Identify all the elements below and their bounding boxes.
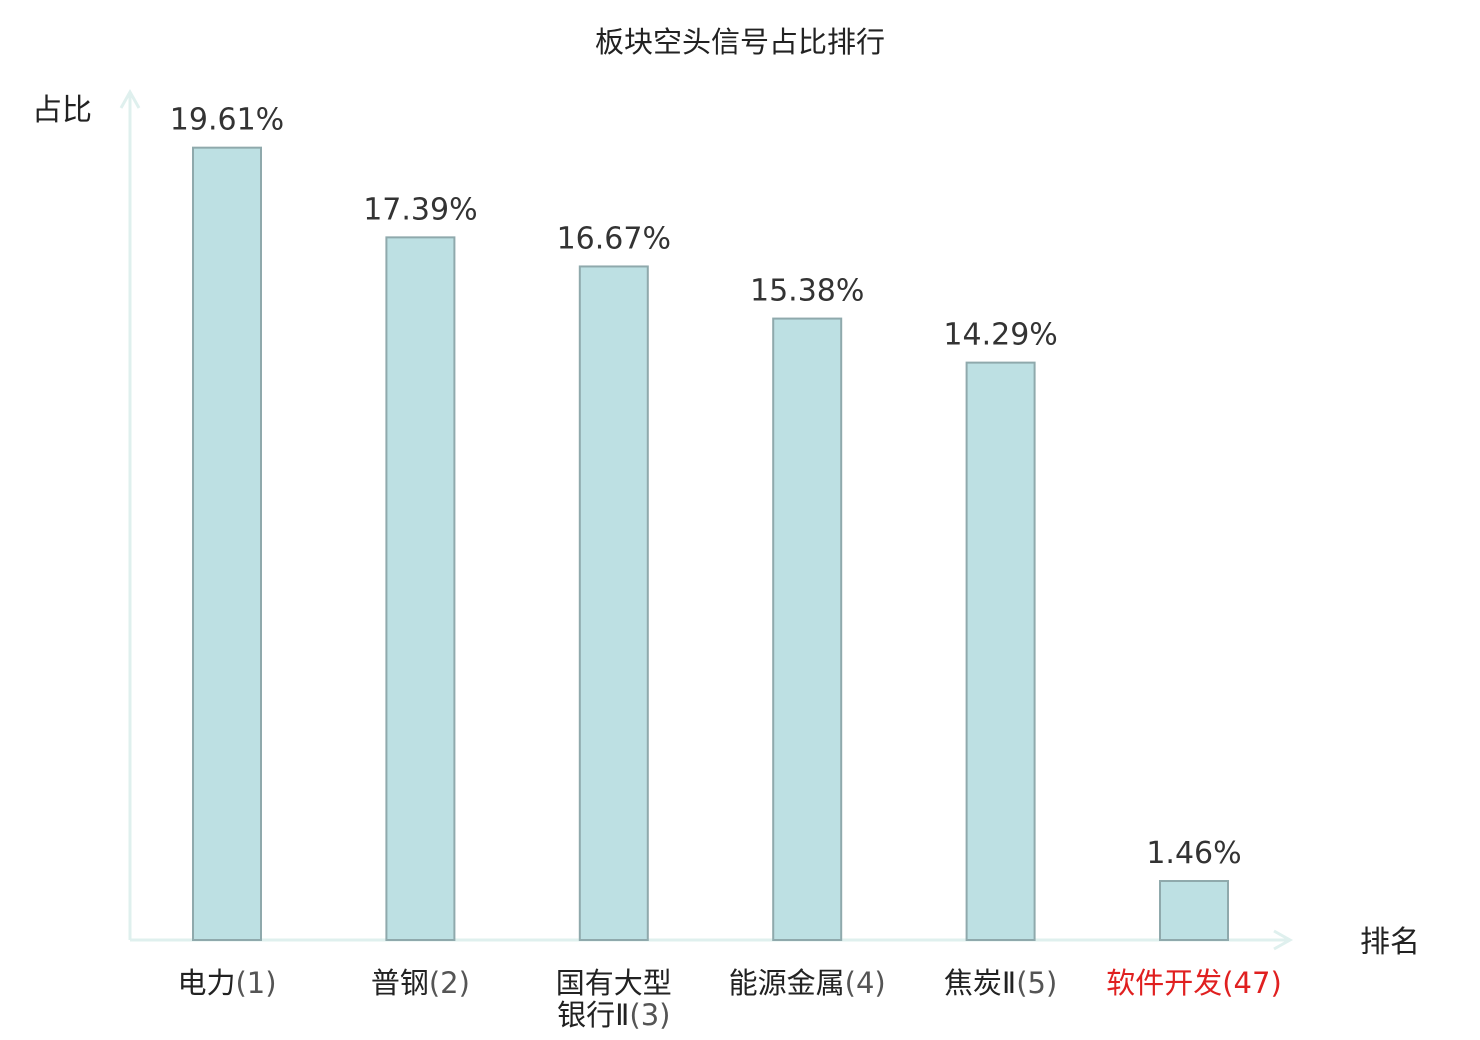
tick-label-name: 能源金属 (729, 966, 845, 1000)
bar (578, 265, 649, 941)
tick-label-rank: (47) (1222, 966, 1282, 1000)
tick-label-name: 普钢 (371, 966, 429, 1000)
tick-label-rank: (4) (845, 966, 886, 1000)
tick-label: 软件开发(47) (1106, 966, 1282, 1000)
bar (385, 236, 456, 941)
tick-label-name: 软件开发 (1106, 966, 1222, 1000)
tick-label: 能源金属(4) (729, 966, 886, 1000)
tick-label: 普钢(2) (371, 966, 470, 1000)
tick-label-rank: (3) (629, 998, 670, 1032)
tick-label-name: 银行Ⅱ (557, 998, 629, 1032)
bar (772, 317, 843, 941)
data-label: 19.61% (170, 103, 284, 138)
bars (192, 146, 1229, 942)
value-labels: 19.61% 17.39% 16.67% 15.38% 14.29% 1.46% (170, 103, 1242, 871)
data-label: 15.38% (750, 274, 864, 309)
data-label: 16.67% (557, 221, 671, 256)
tick-label: 国有大型 (556, 966, 672, 1000)
data-label: 14.29% (943, 318, 1057, 353)
tick-label: 电力(1) (177, 966, 276, 1000)
axes (119, 88, 1294, 951)
bar (1159, 880, 1229, 941)
tick-label-rank: (2) (429, 966, 470, 1000)
x-axis-arrow (1273, 929, 1294, 951)
tick-label-name: 国有大型 (556, 966, 672, 1000)
tick-label-name: 电力 (177, 966, 235, 1000)
bar (192, 146, 262, 942)
chart-title: 板块空头信号占比排行 (595, 25, 885, 59)
bar (965, 361, 1036, 941)
x-axis-label: 排名 (1360, 925, 1420, 960)
data-label: 1.46% (1146, 836, 1241, 871)
tick-label-rank: (5) (1016, 966, 1057, 1000)
tick-label-rank: (1) (235, 966, 276, 1000)
y-axis-label: 占比 (32, 93, 92, 128)
data-label: 17.39% (363, 192, 477, 227)
tick-label: 银行Ⅱ(3) (557, 998, 670, 1032)
tick-label-name: 焦炭Ⅱ (944, 966, 1016, 1000)
tick-label: 焦炭Ⅱ(5) (944, 966, 1057, 1000)
y-axis-arrow (119, 88, 141, 109)
